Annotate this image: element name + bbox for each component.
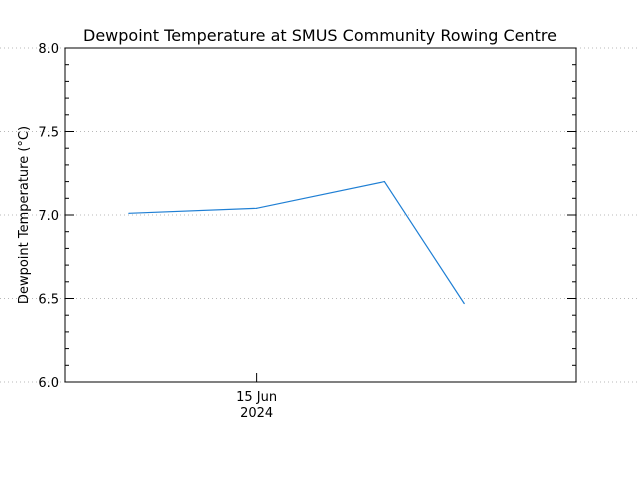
y-tick-label: 7.5: [38, 126, 59, 141]
y-axis-label: Dewpoint Temperature (°C): [17, 126, 32, 304]
series-group: [128, 180, 465, 305]
y-tick-label: 7.0: [38, 209, 59, 224]
x-tick-label-date: 15 Jun: [236, 390, 277, 405]
y-tick-label: 6.0: [38, 376, 59, 391]
x-tick-label-year: 2024: [240, 406, 273, 421]
y-tick-label: 8.0: [38, 42, 59, 57]
grid-lines: [0, 47, 640, 383]
chart-title: Dewpoint Temperature at SMUS Community R…: [83, 26, 557, 45]
y-axis-tick-labels: 6.0 6.5 7.0 7.5 8.0: [38, 42, 59, 391]
y-axis-ticks: [65, 47, 576, 383]
data-point: [463, 302, 465, 305]
y-tick-label: 6.5: [38, 293, 59, 308]
data-point: [256, 207, 258, 209]
series-line: [128, 180, 465, 304]
data-point: [128, 212, 130, 214]
data-point: [383, 181, 385, 183]
